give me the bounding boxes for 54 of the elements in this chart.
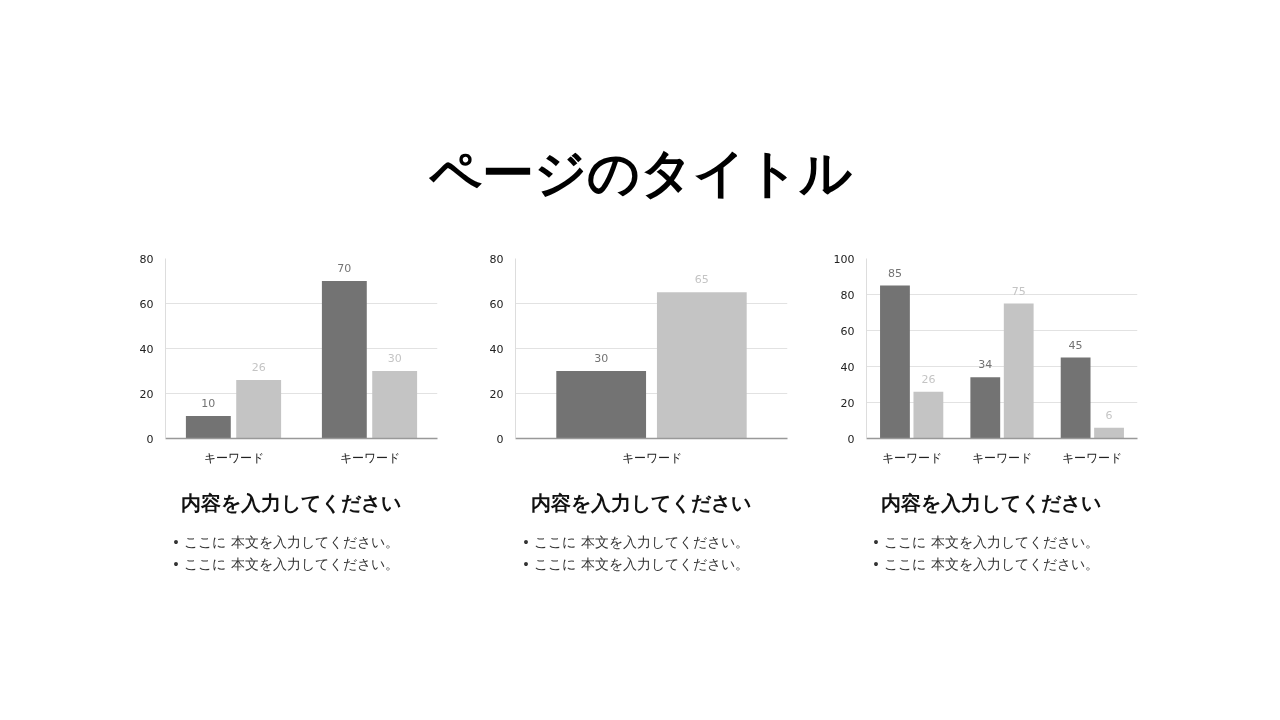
x-tick-label: キーワード xyxy=(972,450,1032,465)
data-label: 30 xyxy=(387,352,402,365)
y-tick-label: 40 xyxy=(840,360,855,374)
text: 内容を入力してください xyxy=(880,490,1102,517)
data-label: 75 xyxy=(1011,284,1026,298)
y-tick-label: 80 xyxy=(840,288,855,302)
bar xyxy=(372,371,418,439)
data-label: 26 xyxy=(921,372,936,386)
y-tick-label: 80 xyxy=(139,252,154,266)
bar xyxy=(185,416,231,439)
y-tick-label: 20 xyxy=(840,396,855,410)
y-tick-label: 40 xyxy=(139,342,154,356)
data-label: 6 xyxy=(1105,408,1113,422)
y-tick-label: 20 xyxy=(139,387,154,401)
bar xyxy=(1094,427,1124,439)
y-tick-label: 60 xyxy=(840,324,855,338)
text: • ここに 本文を入力してください。 xyxy=(522,555,750,574)
text: 内容を入力してください xyxy=(530,490,752,517)
data-label: 34 xyxy=(978,358,993,372)
data-label: 65 xyxy=(694,273,709,287)
bar xyxy=(1060,357,1091,439)
text: ページのタイトル xyxy=(427,142,853,205)
x-tick-label: キーワード xyxy=(1062,450,1123,465)
y-tick-label: 0 xyxy=(146,432,154,446)
text: • ここに 本文を入力してください。 xyxy=(172,533,400,552)
y-tick-label: 0 xyxy=(496,432,504,446)
data-label: 26 xyxy=(251,361,266,374)
x-tick-label: キーワード xyxy=(339,450,400,465)
bar xyxy=(970,377,1001,439)
text: • ここに 本文を入力してください。 xyxy=(172,555,400,574)
y-tick-label: 0 xyxy=(847,432,855,446)
text: • ここに 本文を入力してください。 xyxy=(872,555,1100,574)
x-tick-label: キーワード xyxy=(203,450,264,465)
data-label: 45 xyxy=(1068,338,1083,352)
y-tick-label: 20 xyxy=(489,387,504,401)
y-tick-label: 80 xyxy=(489,252,504,266)
bar xyxy=(1003,303,1034,439)
data-label: 10 xyxy=(201,397,216,410)
bar xyxy=(321,281,367,439)
y-tick-label: 60 xyxy=(489,297,504,311)
y-tick-label: 100 xyxy=(833,252,855,266)
data-label: 30 xyxy=(594,352,609,365)
y-tick-label: 60 xyxy=(139,297,154,311)
data-label: 85 xyxy=(887,266,902,280)
bar xyxy=(880,285,910,439)
x-tick-label: キーワード xyxy=(881,450,942,465)
y-tick-label: 40 xyxy=(489,342,504,356)
text: • ここに 本文を入力してください。 xyxy=(872,533,1100,552)
data-label: 70 xyxy=(337,262,352,275)
text: 内容を入力してください xyxy=(180,490,402,517)
text: • ここに 本文を入力してください。 xyxy=(522,533,750,552)
bar xyxy=(913,391,944,439)
bar xyxy=(236,380,282,439)
x-tick-label: キーワード xyxy=(621,450,682,465)
